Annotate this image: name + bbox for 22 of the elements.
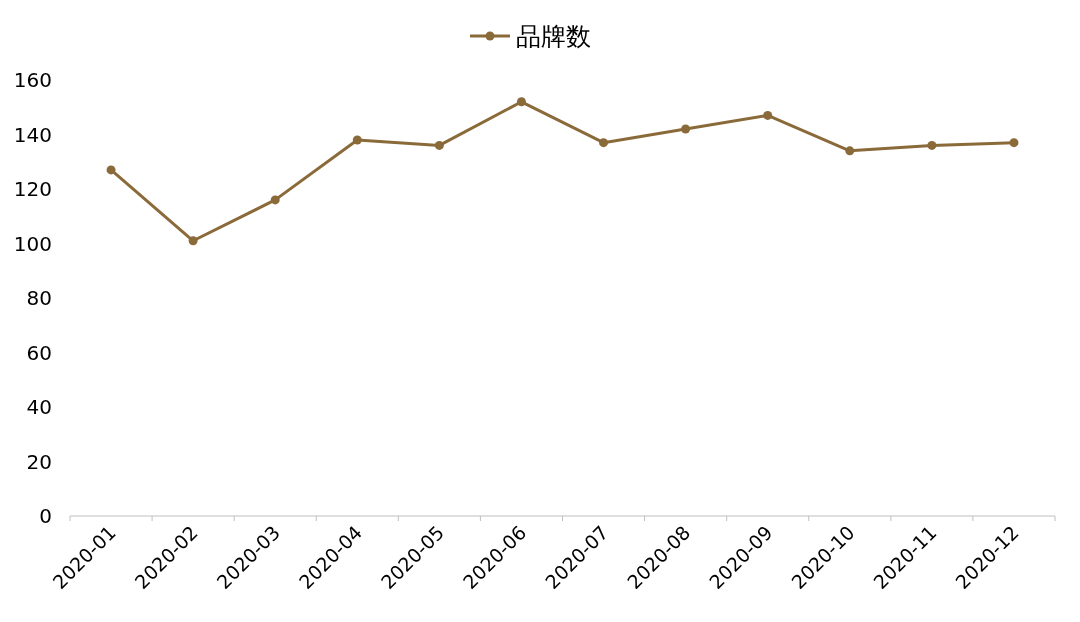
y-tick-label: 120 [13, 177, 52, 201]
point [270, 195, 280, 205]
y-tick-label: 40 [26, 395, 52, 419]
legend-label: 品牌数 [516, 22, 591, 51]
point [845, 146, 855, 156]
point [763, 110, 773, 120]
point [927, 140, 937, 150]
y-tick-label: 20 [26, 449, 52, 474]
point [106, 165, 116, 175]
y-tick-label: 60 [26, 340, 52, 365]
point [599, 138, 609, 148]
point [434, 140, 444, 150]
point [516, 97, 526, 107]
point [1009, 138, 1019, 148]
y-tick-label: 0 [39, 504, 52, 528]
y-tick-label: 80 [26, 286, 52, 310]
y-tick-label: 140 [13, 122, 52, 147]
point [352, 135, 362, 145]
y-tick-label: 100 [13, 231, 52, 256]
y-tick-label: 160 [13, 68, 52, 92]
point [188, 236, 198, 246]
point [681, 124, 691, 134]
